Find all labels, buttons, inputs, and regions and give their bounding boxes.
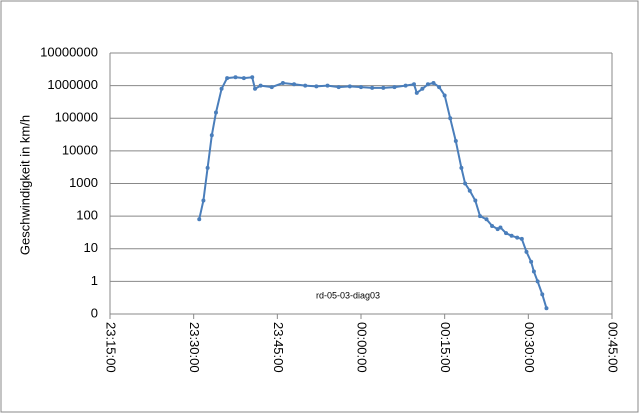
data-point <box>437 85 442 90</box>
data-point <box>420 86 425 91</box>
data-point <box>325 83 330 88</box>
data-point <box>442 93 447 98</box>
data-point <box>509 233 514 238</box>
y-tick-label: 10000000 <box>40 44 98 59</box>
data-point <box>403 83 408 88</box>
data-point <box>381 85 386 90</box>
data-point <box>241 76 246 81</box>
data-point <box>280 81 285 86</box>
data-point <box>225 76 230 81</box>
data-point <box>205 165 210 170</box>
y-tick-label: 0 <box>91 305 98 320</box>
y-tick-label: 10000 <box>62 142 98 157</box>
y-axis-title: Geschwindigkeit in km/h <box>17 115 32 255</box>
data-point <box>219 86 224 91</box>
data-point <box>336 85 341 90</box>
x-tick-label: 00:15:00 <box>438 322 453 373</box>
data-point <box>504 231 509 236</box>
data-point <box>253 86 258 91</box>
data-point <box>250 75 255 80</box>
data-point <box>201 198 206 203</box>
data-point <box>463 181 468 186</box>
data-point <box>425 82 430 87</box>
y-tick-label: 1000 <box>69 175 98 190</box>
data-point <box>544 306 549 311</box>
data-point <box>269 85 274 90</box>
data-point <box>197 217 202 222</box>
data-point <box>529 259 534 264</box>
y-tick-label: 1000000 <box>47 77 98 92</box>
y-tick-label: 100 <box>76 208 98 223</box>
x-tick-label: 23:30:00 <box>187 322 202 373</box>
x-tick-label: 00:30:00 <box>522 322 537 373</box>
data-point <box>448 116 453 121</box>
y-tick-label: 100000 <box>55 110 98 125</box>
annotation: rd-05-03-diag03 <box>316 290 380 300</box>
data-point <box>258 83 263 88</box>
x-tick-label: 00:00:00 <box>355 322 370 373</box>
data-point <box>531 269 536 274</box>
data-point <box>233 75 238 80</box>
data-point <box>392 85 397 90</box>
y-tick-label: 1 <box>91 273 98 288</box>
data-point <box>292 82 297 87</box>
data-point <box>515 235 520 240</box>
data-point <box>414 90 419 95</box>
data-point <box>209 133 214 138</box>
data-point <box>490 223 495 228</box>
data-point <box>453 139 458 144</box>
data-point <box>213 110 218 115</box>
data-point <box>467 188 472 193</box>
y-tick-label: 10 <box>84 240 98 255</box>
data-point <box>540 292 545 297</box>
data-point <box>347 84 352 89</box>
data-point <box>431 81 436 86</box>
data-point <box>359 85 363 90</box>
x-tick-label: 23:45:00 <box>271 322 286 373</box>
data-point <box>411 82 416 87</box>
data-point <box>535 279 540 284</box>
data-point <box>473 198 478 203</box>
data-point <box>519 236 524 241</box>
data-point <box>459 165 464 170</box>
x-tick-label: 00:45:00 <box>606 322 621 373</box>
data-point <box>484 217 489 222</box>
data-point <box>498 225 503 230</box>
data-point <box>524 249 529 254</box>
data-point <box>314 84 319 89</box>
data-point <box>303 83 308 88</box>
x-tick-label: 23:15:00 <box>104 322 119 373</box>
data-point <box>477 214 482 219</box>
data-point <box>370 85 375 90</box>
